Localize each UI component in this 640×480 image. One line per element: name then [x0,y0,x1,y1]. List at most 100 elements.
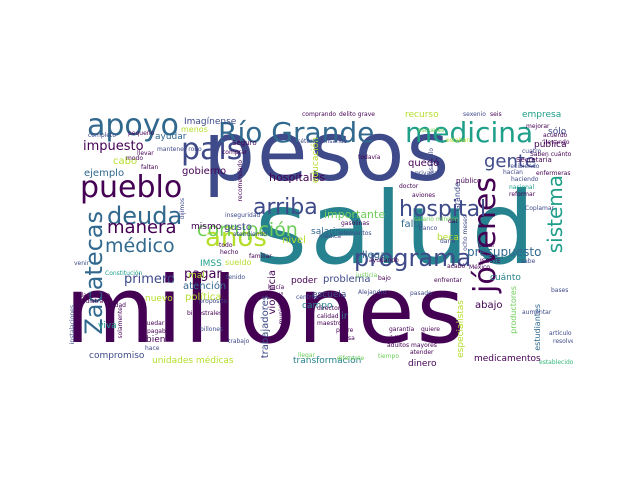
word-impuesto: impuesto [83,139,144,154]
word-todo: todo [219,242,233,249]
word-comprando: comprando [302,111,337,118]
word-ir: ir [341,311,348,322]
word-cuatro: cuatro [522,148,542,155]
word-mantener-robo: mantener robo [157,146,202,153]
word-corrupcion: corrupción [197,219,298,241]
word-mexico: México [469,264,490,271]
word-bimestrales: bimestrales [187,310,223,317]
word-pequeno: pequeño [128,130,155,137]
word-manera: manera [107,217,177,238]
word-compromiso: compromiso [89,351,145,361]
word-sueldo: sueldo [225,258,252,267]
word-hacia: hacía [268,284,285,291]
word-cuanto: cuánto [490,273,521,283]
word-proposito: propósito [199,298,228,305]
word-unidades-medicas: unidades médicas [152,356,234,366]
word-venir: venir [74,260,90,267]
word-atencion: atención [183,281,227,292]
word-mismo: mismo [191,222,222,232]
word-deuda: deuda [107,202,183,230]
word-anos: años [205,223,267,253]
word-establecido: establecido [539,359,573,366]
word-reformar: reformar [509,191,536,198]
word-nuevo: nuevo [145,294,173,304]
word-haciendo: haciendo [511,176,539,183]
word-hace: hace [145,345,160,352]
word-delito-grave: delito grave [339,111,375,118]
word-acabo: acabó [447,263,466,270]
word-importante: importante [324,208,386,221]
word-campo: campo [302,301,333,311]
word-llevando: llevando [544,139,570,146]
word-recurso: recurso [405,110,439,120]
word-pasado: pasado [410,290,432,297]
word-constitucion: Constitución [105,270,143,277]
word-salud: salud [255,170,539,287]
word-resolver: resolver [553,338,573,345]
word-nivel: nivel [282,235,306,246]
word-publica: pública [534,140,567,150]
word-llegar: llegar [298,352,315,359]
word-pesos: pesos [203,107,452,200]
word-ejemplo: ejemplo [84,168,125,179]
word-tenido: tenido [226,274,245,281]
word-viva: viva [98,321,117,331]
word-medica: médica [319,233,341,240]
word-hospital: hospital [399,197,487,222]
word-elementos: elementos [340,230,372,237]
word-pediatra: pediatra [78,298,104,305]
word-menos: menos [181,125,208,134]
word-aviones: aviones [412,192,436,199]
word-alejandro: Alejandro [358,289,387,296]
word-municipios: municipios [278,292,285,325]
word-cabo: cabo [113,156,138,167]
word-aumentar: aumentar [522,309,552,316]
word-solamente: solamente [117,307,124,339]
word-primero: primero [124,272,175,287]
word-publico: público [456,177,482,185]
word-escuelas: escuelas [418,127,445,134]
word-ayudar: ayudar [155,132,187,142]
word-medico: médico [105,235,175,257]
word-empresa: empresa [522,110,562,120]
word-beca: beca [437,233,459,243]
word-gente: gente [484,151,537,172]
word-gusto: gusto [224,222,252,233]
word-abajo: abajo [475,300,503,311]
word-mal: mal [188,271,205,281]
word-imss: IMSS [200,259,222,269]
word-problema: problema [323,274,371,285]
word-pagaban: pagaban [147,328,174,335]
word-programa: programa [354,244,472,272]
word-politica: política [185,292,222,303]
word-hacian: hacían [503,169,523,176]
word-quedar: quedar [143,320,165,327]
word-medicina: medicina [405,116,534,149]
word-gasolinas: gasolinas [341,220,370,227]
word-cosa: cosa [341,335,355,342]
word-quiere: quiere [421,326,440,333]
word-faltan: faltan [141,164,159,171]
word-recibiendo: recibiendo [508,163,540,170]
word-imaginense: Imagínense [184,117,237,127]
word-trabajo: trabajo [228,338,250,345]
word-productores: productores [509,286,518,334]
word-dijimos: dijimos [179,198,186,220]
word-centros: centros [296,294,319,301]
word-dinero: dinero [408,359,437,369]
word-enfermeras: enfermeras [536,170,571,177]
word-trabajadores: trabajadores [260,295,271,359]
word-garantia: garantía [389,326,415,333]
word-secretaria: Secretaría [516,156,552,164]
word-desarrollo: desarrollo [428,148,435,178]
word-billones: billones [200,326,224,333]
word-coplamar: Coplamar [525,205,555,212]
word-quedo: quedó [408,158,440,169]
word-completo: completo [88,132,117,139]
word-escuela: escuela [312,290,347,300]
word-inseguridad: inseguridad [225,212,261,219]
word-frijol: frijol [390,335,404,342]
word-transformacion: transformación [293,356,362,366]
word-pobre: pobre [336,327,354,334]
word-llevar: llevar [137,150,154,157]
